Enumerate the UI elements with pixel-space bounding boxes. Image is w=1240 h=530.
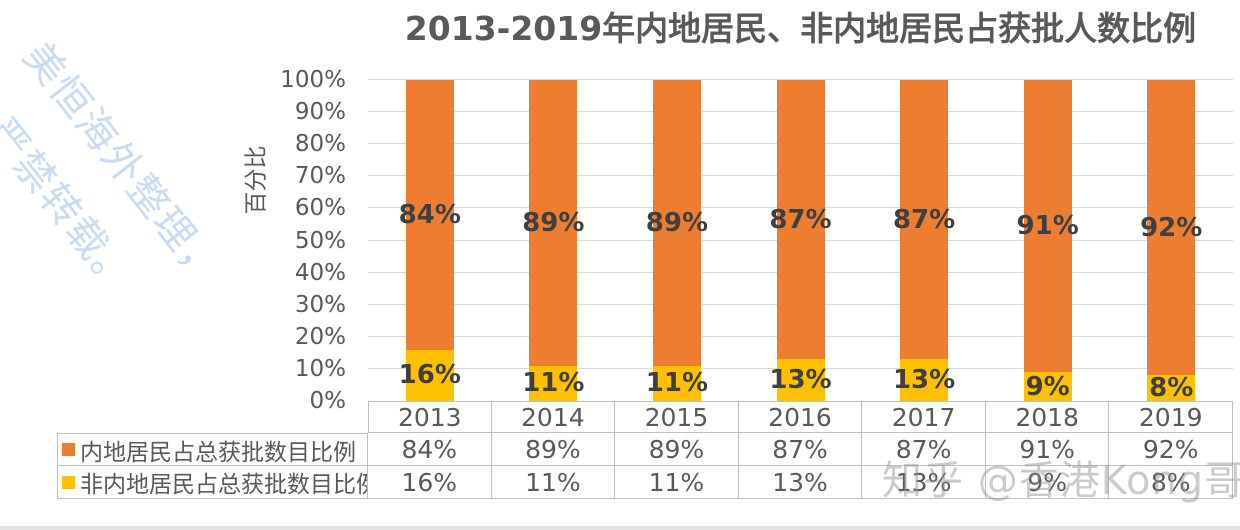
bar-value-label: 11%	[522, 368, 585, 399]
bar-segment	[776, 359, 825, 401]
legend-label: 内地居民占总获批数目比例	[80, 439, 356, 466]
table-value-cell: 16%	[368, 466, 492, 499]
y-tick-label: 60%	[294, 195, 346, 222]
watermark-zhihu: 知乎 @香港Kong哥	[882, 458, 1240, 504]
year-header-cell: 2014	[491, 401, 616, 433]
bar-segment	[405, 80, 454, 350]
bottom-strip	[0, 526, 1240, 530]
legend-swatch	[62, 475, 75, 489]
table-value-cell: 89%	[615, 433, 739, 466]
y-tick-label: 10%	[294, 355, 346, 382]
legend-swatch	[62, 443, 75, 456]
table-value-cell: 13%	[862, 466, 986, 499]
bar-segment	[529, 80, 578, 366]
gridline	[368, 79, 1233, 80]
y-tick-label: 90%	[294, 99, 346, 126]
table-value-cell: 8%	[1109, 466, 1233, 499]
bar-segment	[900, 359, 949, 401]
year-header-cell: 2017	[862, 401, 986, 433]
legend-cell: 非内地居民占总获批数目比例	[57, 466, 368, 499]
bar-value-label: 87%	[769, 204, 832, 235]
table-value-cell: 13%	[738, 466, 863, 499]
bar-value-label: 84%	[398, 199, 461, 230]
bar-value-label: 87%	[892, 204, 956, 235]
table-value-cell: 92%	[1109, 433, 1233, 466]
bar-value-label: 89%	[522, 207, 585, 238]
bar-value-label: 13%	[769, 365, 832, 396]
bar-segment	[529, 365, 578, 401]
bar-segment	[652, 80, 701, 366]
table-value-cell: 9%	[985, 466, 1110, 499]
bar-segment	[1023, 372, 1072, 401]
table-value-cell: 84%	[368, 433, 492, 466]
year-header-cell: 2016	[738, 401, 863, 433]
year-header-cell: 2019	[1109, 401, 1233, 433]
table-row: 内地居民占总获批数目比例 84% 89% 89% 87% 87% 91% 92%	[57, 433, 1233, 466]
y-tick-label: 70%	[294, 163, 346, 190]
bar-segment	[1147, 375, 1196, 401]
table-value-cell: 87%	[862, 433, 986, 466]
y-tick-label: 100%	[280, 67, 346, 93]
bar-value-label: 11%	[645, 368, 709, 399]
y-tick-label: 80%	[294, 131, 346, 158]
bar-segment	[405, 349, 454, 401]
data-table-body: 内地居民占总获批数目比例 84% 89% 89% 87% 87% 91% 92% 非内地居民占总…	[57, 433, 1233, 499]
bar-segment	[900, 80, 949, 360]
bar-segment	[1023, 80, 1072, 373]
legend-cell: 内地居民占总获批数目比例	[57, 433, 368, 466]
bar-value-label: 91%	[1016, 211, 1079, 242]
bar-value-label: 9%	[1025, 371, 1070, 402]
y-axis-ticks: 100% 90% 80% 70% 60% 50% 40% 30% 20% 10% 0%	[250, 67, 356, 414]
table-value-cell: 91%	[985, 433, 1110, 466]
y-tick-label: 50%	[294, 227, 346, 254]
y-tick-label: 0%	[309, 388, 347, 414]
table-value-cell: 11%	[615, 466, 739, 499]
y-tick-label: 20%	[294, 323, 346, 350]
table-value-cell: 11%	[491, 466, 616, 499]
bar-value-label: 8%	[1149, 373, 1194, 404]
data-table-header-row: 2013 2014 2015 2016 2017 2018 2019	[368, 401, 1233, 433]
year-header-cell: 2018	[985, 401, 1110, 433]
bar-value-label: 89%	[645, 207, 709, 238]
bar-value-label: 16%	[398, 360, 461, 391]
bar-segment	[1147, 80, 1196, 376]
year-header-cell: 2013	[368, 401, 492, 433]
chart-title: 2013-2019年内地居民、非内地居民占获批人数比例	[404, 9, 1197, 48]
legend-label: 非内地居民占总获批数目比例	[80, 472, 368, 498]
y-tick-label: 30%	[294, 291, 346, 318]
year-header-cell: 2015	[615, 401, 739, 433]
bar-value-label: 13%	[892, 365, 956, 396]
table-row: 非内地居民占总获批数目比例 16% 11% 11% 13% 13% 9% 8%	[57, 466, 1233, 499]
table-value-cell: 89%	[491, 433, 616, 466]
bar-segment	[776, 80, 825, 360]
table-value-cell: 87%	[738, 433, 863, 466]
plot-area: 16% 84% 11% 89% 11% 89% 13% 87% 13% 87% 9% 91% 8% 92%	[368, 79, 1233, 404]
y-tick-label: 40%	[294, 259, 346, 286]
bar-segment	[652, 365, 701, 401]
bar-value-label: 92%	[1140, 212, 1203, 243]
